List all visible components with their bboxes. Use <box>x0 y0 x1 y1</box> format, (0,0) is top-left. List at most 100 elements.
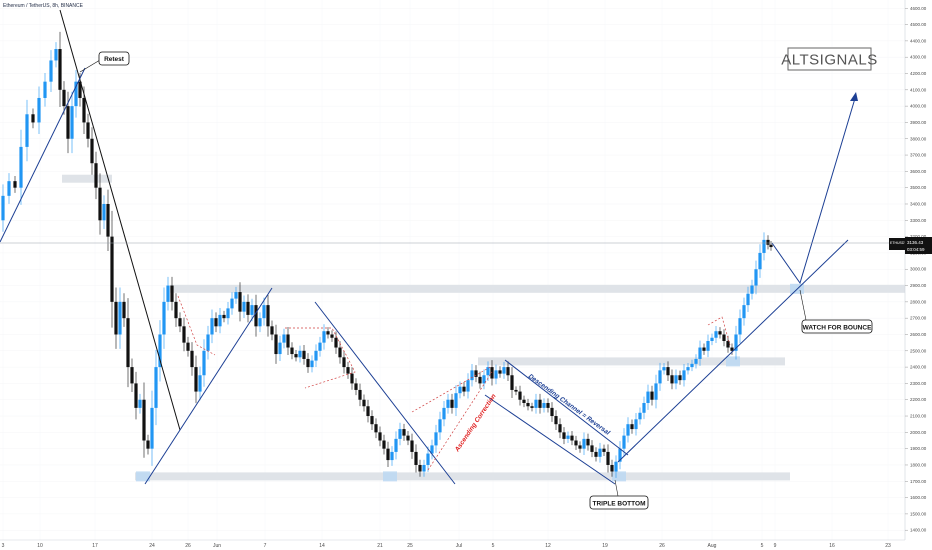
candle-body[interactable] <box>398 429 402 439</box>
candle-body[interactable] <box>730 347 734 351</box>
candle-body[interactable] <box>506 367 510 376</box>
candle-body[interactable] <box>170 285 174 302</box>
candle-body[interactable] <box>274 334 278 355</box>
candle-body[interactable] <box>218 314 222 327</box>
candle-body[interactable] <box>346 367 350 374</box>
candle-body[interactable] <box>31 114 35 123</box>
candle-body[interactable] <box>574 440 578 446</box>
candle-body[interactable] <box>606 451 610 465</box>
candle-body[interactable] <box>230 298 234 309</box>
candle-body[interactable] <box>406 435 410 441</box>
candle-body[interactable] <box>434 432 438 446</box>
candle-body[interactable] <box>746 293 750 306</box>
candle-body[interactable] <box>226 308 230 319</box>
candle-body[interactable] <box>198 375 202 392</box>
candle-body[interactable] <box>202 350 206 376</box>
price-axis[interactable]: 1400.00 1500.00 1600.00 1700.00 1800.00 1900.… <box>904 0 927 540</box>
candle-body[interactable] <box>618 448 622 462</box>
candle-body[interactable] <box>142 399 146 441</box>
candle-body[interactable] <box>534 399 538 408</box>
candle-body[interactable] <box>234 292 238 299</box>
candle-body[interactable] <box>458 386 462 394</box>
candle-body[interactable] <box>82 97 86 123</box>
candle-body[interactable] <box>674 375 678 384</box>
candle-body[interactable] <box>446 399 450 408</box>
candle-body[interactable] <box>646 391 650 403</box>
candle-body[interactable] <box>630 424 634 430</box>
candle-body[interactable] <box>482 375 486 384</box>
candle-body[interactable] <box>498 370 502 374</box>
candle-body[interactable] <box>450 399 454 408</box>
candle-body[interactable] <box>262 305 266 319</box>
candle-body[interactable] <box>698 347 702 359</box>
candle-body[interactable] <box>118 301 122 335</box>
candle-body[interactable] <box>602 448 606 452</box>
candle-body[interactable] <box>286 334 290 348</box>
candle-body[interactable] <box>394 438 398 452</box>
descending-line-mid[interactable] <box>314 301 456 485</box>
candle-body[interactable] <box>290 347 294 355</box>
candle-body[interactable] <box>670 375 674 384</box>
candle-body[interactable] <box>37 97 41 123</box>
candle-body[interactable] <box>154 367 158 408</box>
candle-body[interactable] <box>382 440 386 449</box>
candle-body[interactable] <box>130 367 134 384</box>
candle-body[interactable] <box>542 402 546 408</box>
candle-body[interactable] <box>19 146 23 188</box>
candle-body[interactable] <box>546 402 550 408</box>
candle-body[interactable] <box>66 106 70 139</box>
candle-body[interactable] <box>486 367 490 376</box>
candle-body[interactable] <box>342 357 346 368</box>
candle-body[interactable] <box>742 305 746 319</box>
candle-body[interactable] <box>626 424 630 436</box>
candle-body[interactable] <box>614 461 618 472</box>
candle-body[interactable] <box>718 331 722 335</box>
final-uptrend-line[interactable] <box>617 239 849 463</box>
candle-body[interactable] <box>682 370 686 381</box>
candle-body[interactable] <box>174 301 178 319</box>
candle-body[interactable] <box>318 342 322 351</box>
candle-body[interactable] <box>114 301 118 335</box>
candle-body[interactable] <box>354 383 358 390</box>
candle-body[interactable] <box>102 203 106 221</box>
candle-body[interactable] <box>90 138 94 164</box>
candle-body[interactable] <box>310 360 314 368</box>
candle-body[interactable] <box>110 236 114 302</box>
candle-body[interactable] <box>282 334 286 343</box>
candle-body[interactable] <box>334 337 338 348</box>
watch-for-bounce-callout[interactable]: WATCH FOR BOUNCE <box>799 289 873 334</box>
candle-body[interactable] <box>502 367 506 374</box>
candle-body[interactable] <box>769 244 773 248</box>
candle-body[interactable] <box>158 334 162 368</box>
candle-body[interactable] <box>150 407 154 449</box>
candle-body[interactable] <box>186 342 190 351</box>
candle-body[interactable] <box>478 376 482 384</box>
candle-body[interactable] <box>238 292 242 312</box>
candle-body[interactable] <box>326 331 330 335</box>
candle-body[interactable] <box>510 375 514 390</box>
candle-body[interactable] <box>734 334 738 351</box>
candle-body[interactable] <box>710 337 714 342</box>
candle-body[interactable] <box>134 383 138 408</box>
candle-body[interactable] <box>726 341 730 348</box>
candle-body[interactable] <box>538 399 542 408</box>
candle-body[interactable] <box>94 163 98 188</box>
early-uptrend-line[interactable] <box>0 67 86 243</box>
candle-body[interactable] <box>306 358 310 368</box>
candle-body[interactable] <box>666 367 670 376</box>
candle-body[interactable] <box>654 383 658 400</box>
candle-body[interactable] <box>270 326 274 335</box>
candle-body[interactable] <box>294 354 298 358</box>
candle-body[interactable] <box>43 81 47 98</box>
candle-body[interactable] <box>1 195 5 221</box>
candle-body[interactable] <box>322 331 326 343</box>
candle-body[interactable] <box>578 445 582 449</box>
candle-body[interactable] <box>13 181 17 188</box>
candle-body[interactable] <box>330 334 334 338</box>
candle-body[interactable] <box>658 370 662 384</box>
candle-body[interactable] <box>70 106 74 139</box>
candle-body[interactable] <box>402 429 406 436</box>
candle-body[interactable] <box>25 114 29 147</box>
candle-body[interactable] <box>138 399 142 408</box>
